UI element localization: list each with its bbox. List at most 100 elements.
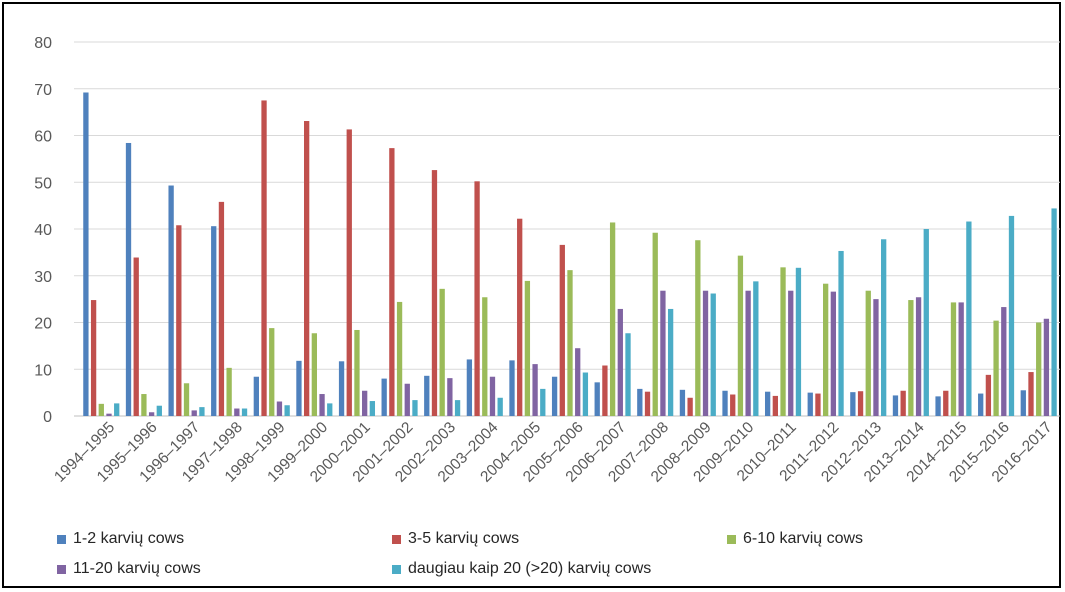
bar-series-3-2006–2007 — [609, 222, 616, 416]
legend-item-series-2: 3-5 karvių cows — [392, 529, 519, 549]
legend-item-series-3: 6-10 karvių cows — [727, 529, 863, 549]
bar-series-1-2007–2008 — [637, 388, 643, 416]
legend-item-series-1: 1-2 karvių cows — [57, 529, 184, 549]
bar-series-1-2015–2016 — [978, 393, 984, 416]
bar-series-3-1998–1999 — [269, 328, 275, 416]
bar-series-3-2015–2016 — [993, 320, 999, 416]
legend-label-series-3: 6-10 karvių cows — [743, 530, 864, 547]
bar-series-1-2001–2002 — [381, 378, 387, 416]
bar-series-1-1998–1999 — [253, 376, 259, 416]
y-tick-label: 70 — [34, 82, 52, 99]
bar-series-3-2005–2006 — [567, 270, 573, 416]
bar-series-5-2011–2012 — [838, 250, 844, 416]
bar-series-4-2001–2002 — [404, 383, 410, 416]
legend-label-series-1: 1-2 karvių cows — [73, 530, 185, 547]
bar-series-5-2010–2011 — [795, 267, 802, 416]
bar-series-3-2014–2015 — [950, 302, 957, 416]
legend-item-series-4: 11-20 karvių cows — [57, 559, 201, 579]
bar-series-4-2000–2001 — [362, 390, 368, 416]
bar-series-4-2002–2003 — [447, 378, 453, 416]
bar-series-4-2004–2005 — [532, 364, 538, 416]
bar-series-3-2000–2001 — [354, 329, 360, 416]
bar-series-2-1994–1995 — [90, 300, 97, 416]
bar-series-5-2013–2014 — [923, 229, 929, 416]
legend-swatch-series-3 — [727, 534, 736, 544]
y-tick-label: 20 — [34, 316, 52, 333]
bar-series-2-2002–2003 — [431, 170, 438, 416]
bar-series-4-2013–2014 — [915, 297, 922, 416]
bar-series-1-2005–2006 — [551, 376, 558, 416]
bar-series-1-2012–2013 — [850, 392, 856, 416]
bar-series-4-2011–2012 — [830, 291, 836, 416]
bar-series-1-2006–2007 — [594, 382, 600, 416]
bar-series-1-1997–1998 — [211, 226, 217, 416]
legend-swatch-series-2 — [392, 534, 401, 544]
bar-series-2-2007–2008 — [644, 391, 651, 416]
bar-series-1-2016–2017 — [1020, 390, 1026, 416]
bar-series-2-2003–2004 — [474, 181, 480, 416]
bar-series-4-2014–2015 — [958, 302, 964, 416]
bar-series-3-2008–2009 — [695, 240, 701, 416]
bar-series-3-2003–2004 — [482, 297, 488, 416]
bar-series-1-1994–1995 — [83, 92, 89, 417]
legend-swatch-series-5 — [392, 564, 401, 574]
bar-series-3-1997–1998 — [226, 367, 232, 416]
bar-series-2-2013–2014 — [900, 390, 906, 416]
bar-series-2-2010–2011 — [772, 395, 778, 416]
bar-series-3-2007–2008 — [652, 232, 658, 416]
bar-series-4-1998–1999 — [276, 401, 283, 416]
bar-series-4-2010–2011 — [788, 290, 794, 416]
bar-series-5-2002–2003 — [454, 400, 461, 416]
bar-series-3-2002–2003 — [439, 288, 445, 416]
bar-series-5-2012–2013 — [881, 239, 887, 416]
bar-series-1-2000–2001 — [338, 361, 345, 416]
bar-series-3-2013–2014 — [908, 300, 914, 416]
y-tick-label: 40 — [34, 222, 52, 239]
bar-series-2-2009–2010 — [730, 394, 736, 416]
chart-plot: 010203040506070801994–19951995–19961996–… — [34, 35, 1060, 486]
bar-series-5-1998–1999 — [284, 405, 290, 416]
bar-series-1-2010–2011 — [764, 391, 771, 416]
bar-series-2-2016–2017 — [1028, 372, 1034, 416]
y-tick-label: 50 — [34, 175, 52, 192]
bar-series-1-2008–2009 — [679, 389, 686, 416]
bar-series-5-2004–2005 — [540, 388, 546, 416]
bar-series-2-1995–1996 — [133, 257, 139, 416]
bar-series-2-1996–1997 — [176, 225, 182, 416]
bar-series-3-2011–2012 — [823, 283, 829, 416]
legend-swatch-series-1 — [57, 534, 66, 544]
bar-series-5-2016–2017 — [1051, 208, 1057, 416]
bar-series-2-2008–2009 — [687, 397, 693, 416]
legend-label-series-4: 11-20 karvių cows — [73, 560, 201, 577]
bar-series-5-2007–2008 — [667, 308, 674, 416]
bar-series-4-2005–2006 — [575, 348, 581, 416]
bar-series-5-2006–2007 — [625, 333, 631, 416]
bar-series-2-1997–1998 — [218, 201, 225, 416]
bar-series-3-2016–2017 — [1036, 322, 1042, 416]
bar-series-5-2008–2009 — [710, 293, 716, 416]
bar-series-5-2014–2015 — [966, 221, 972, 416]
bar-series-2-2000–2001 — [346, 129, 352, 417]
bar-series-4-2007–2008 — [660, 290, 666, 416]
bar-series-5-2000–2001 — [369, 401, 376, 416]
y-tick-label: 30 — [34, 269, 52, 286]
bar-series-4-2008–2009 — [702, 290, 709, 416]
bar-series-4-1999–2000 — [319, 394, 325, 416]
bar-series-1-1999–2000 — [296, 360, 302, 416]
bar-series-5-2009–2010 — [753, 281, 759, 416]
bar-series-4-2016–2017 — [1043, 318, 1050, 416]
bar-series-3-2001–2002 — [396, 301, 403, 416]
bar-series-1-1996–1997 — [168, 185, 174, 416]
bar-series-2-1998–1999 — [261, 100, 267, 416]
bar-series-2-2015–2016 — [985, 374, 992, 416]
bar-series-5-2001–2002 — [412, 400, 418, 416]
bar-series-1-2004–2005 — [509, 360, 515, 416]
bar-series-4-1997–1998 — [234, 408, 240, 416]
bar-series-1-1995–1996 — [125, 142, 132, 417]
bar-series-3-2010–2011 — [780, 267, 786, 416]
bar-series-4-2006–2007 — [617, 308, 623, 416]
bar-series-5-2015–2016 — [1008, 215, 1015, 416]
bar-series-5-1995–1996 — [156, 405, 162, 416]
bar-series-2-2012–2013 — [857, 391, 864, 416]
